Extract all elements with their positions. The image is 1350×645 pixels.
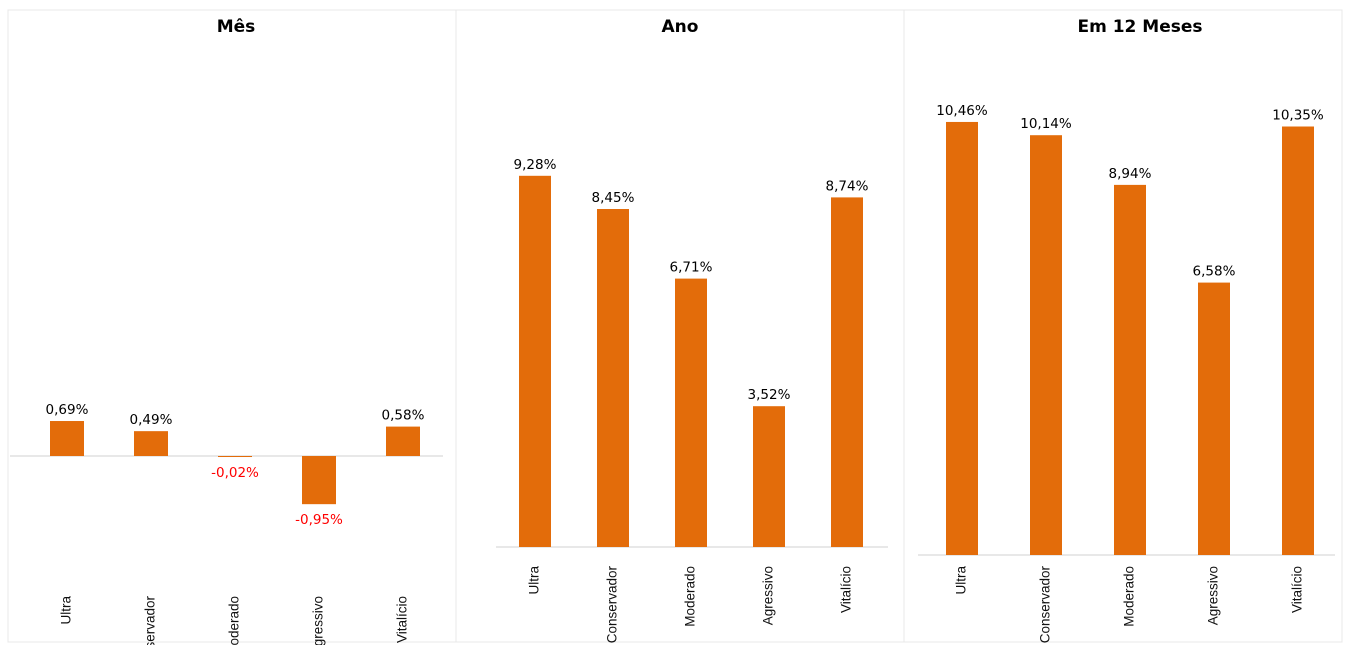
value-label-ano-5: 8,74% [826,178,869,194]
chart-title-12-meses: Em 12 Meses [1077,17,1202,37]
panel-frame-12-meses [903,9,1343,643]
bar-mes-1 [50,421,84,456]
value-label-12-meses-1: 10,46% [936,103,988,119]
bar-mes-2 [134,431,168,456]
category-label-ano-3: Moderado [683,566,698,627]
value-label-mes-1: 0,69% [46,402,89,418]
bar-mes-5 [386,426,420,456]
bar-mes-3 [218,456,252,458]
value-label-mes-2: 0,49% [130,412,173,428]
chart-title-ano: Ano [662,17,699,37]
bar-12-meses-5 [1282,126,1314,555]
category-label-mes-3: Moderado [227,596,242,645]
bar-ano-3 [675,278,707,547]
value-label-12-meses-2: 10,14% [1020,116,1072,132]
value-label-12-meses-5: 10,35% [1272,108,1324,124]
category-label-12-meses-5: Vitalício [1290,566,1305,613]
category-label-ano-5: Vitalício [839,566,854,613]
category-label-mes-4: Agressivo [311,596,326,645]
value-label-12-meses-4: 6,58% [1193,264,1236,280]
value-label-mes-4: -0,95% [295,512,343,528]
bar-12-meses-2 [1030,135,1062,556]
value-label-ano-4: 3,52% [748,387,791,403]
value-label-ano-3: 6,71% [670,260,713,276]
panel-frame-mes [7,9,457,643]
bar-mes-4 [302,456,336,505]
value-label-12-meses-3: 8,94% [1109,166,1152,182]
chart-title-mes: Mês [217,17,256,37]
category-label-ano-1: Ultra [527,566,542,595]
bar-ano-5 [831,197,863,547]
value-label-mes-3: -0,02% [211,465,259,481]
bar-ano-4 [753,406,785,547]
category-label-12-meses-3: Moderado [1122,566,1137,627]
category-label-12-meses-1: Ultra [954,566,969,595]
bar-12-meses-3 [1114,184,1146,555]
bar-12-meses-4 [1198,282,1230,555]
value-label-ano-1: 9,28% [514,157,557,173]
value-label-ano-2: 8,45% [592,190,635,206]
category-label-mes-5: Vitalício [395,596,410,643]
chart-marks: 0,69% Ultra 0,49% Conservador -0,02% Moderado… [10,103,1335,645]
category-label-mes-1: Ultra [59,596,74,625]
category-label-12-meses-2: Conservador [1038,566,1053,644]
category-label-ano-4: Agressivo [761,566,776,625]
category-label-mes-2: Conservador [143,596,158,645]
value-label-mes-5: 0,58% [382,408,425,424]
bar-12-meses-1 [946,121,978,556]
category-label-12-meses-4: Agressivo [1206,566,1221,625]
category-label-ano-2: Conservador [605,566,620,644]
bar-ano-2 [597,209,629,547]
bar-ano-1 [519,175,551,548]
